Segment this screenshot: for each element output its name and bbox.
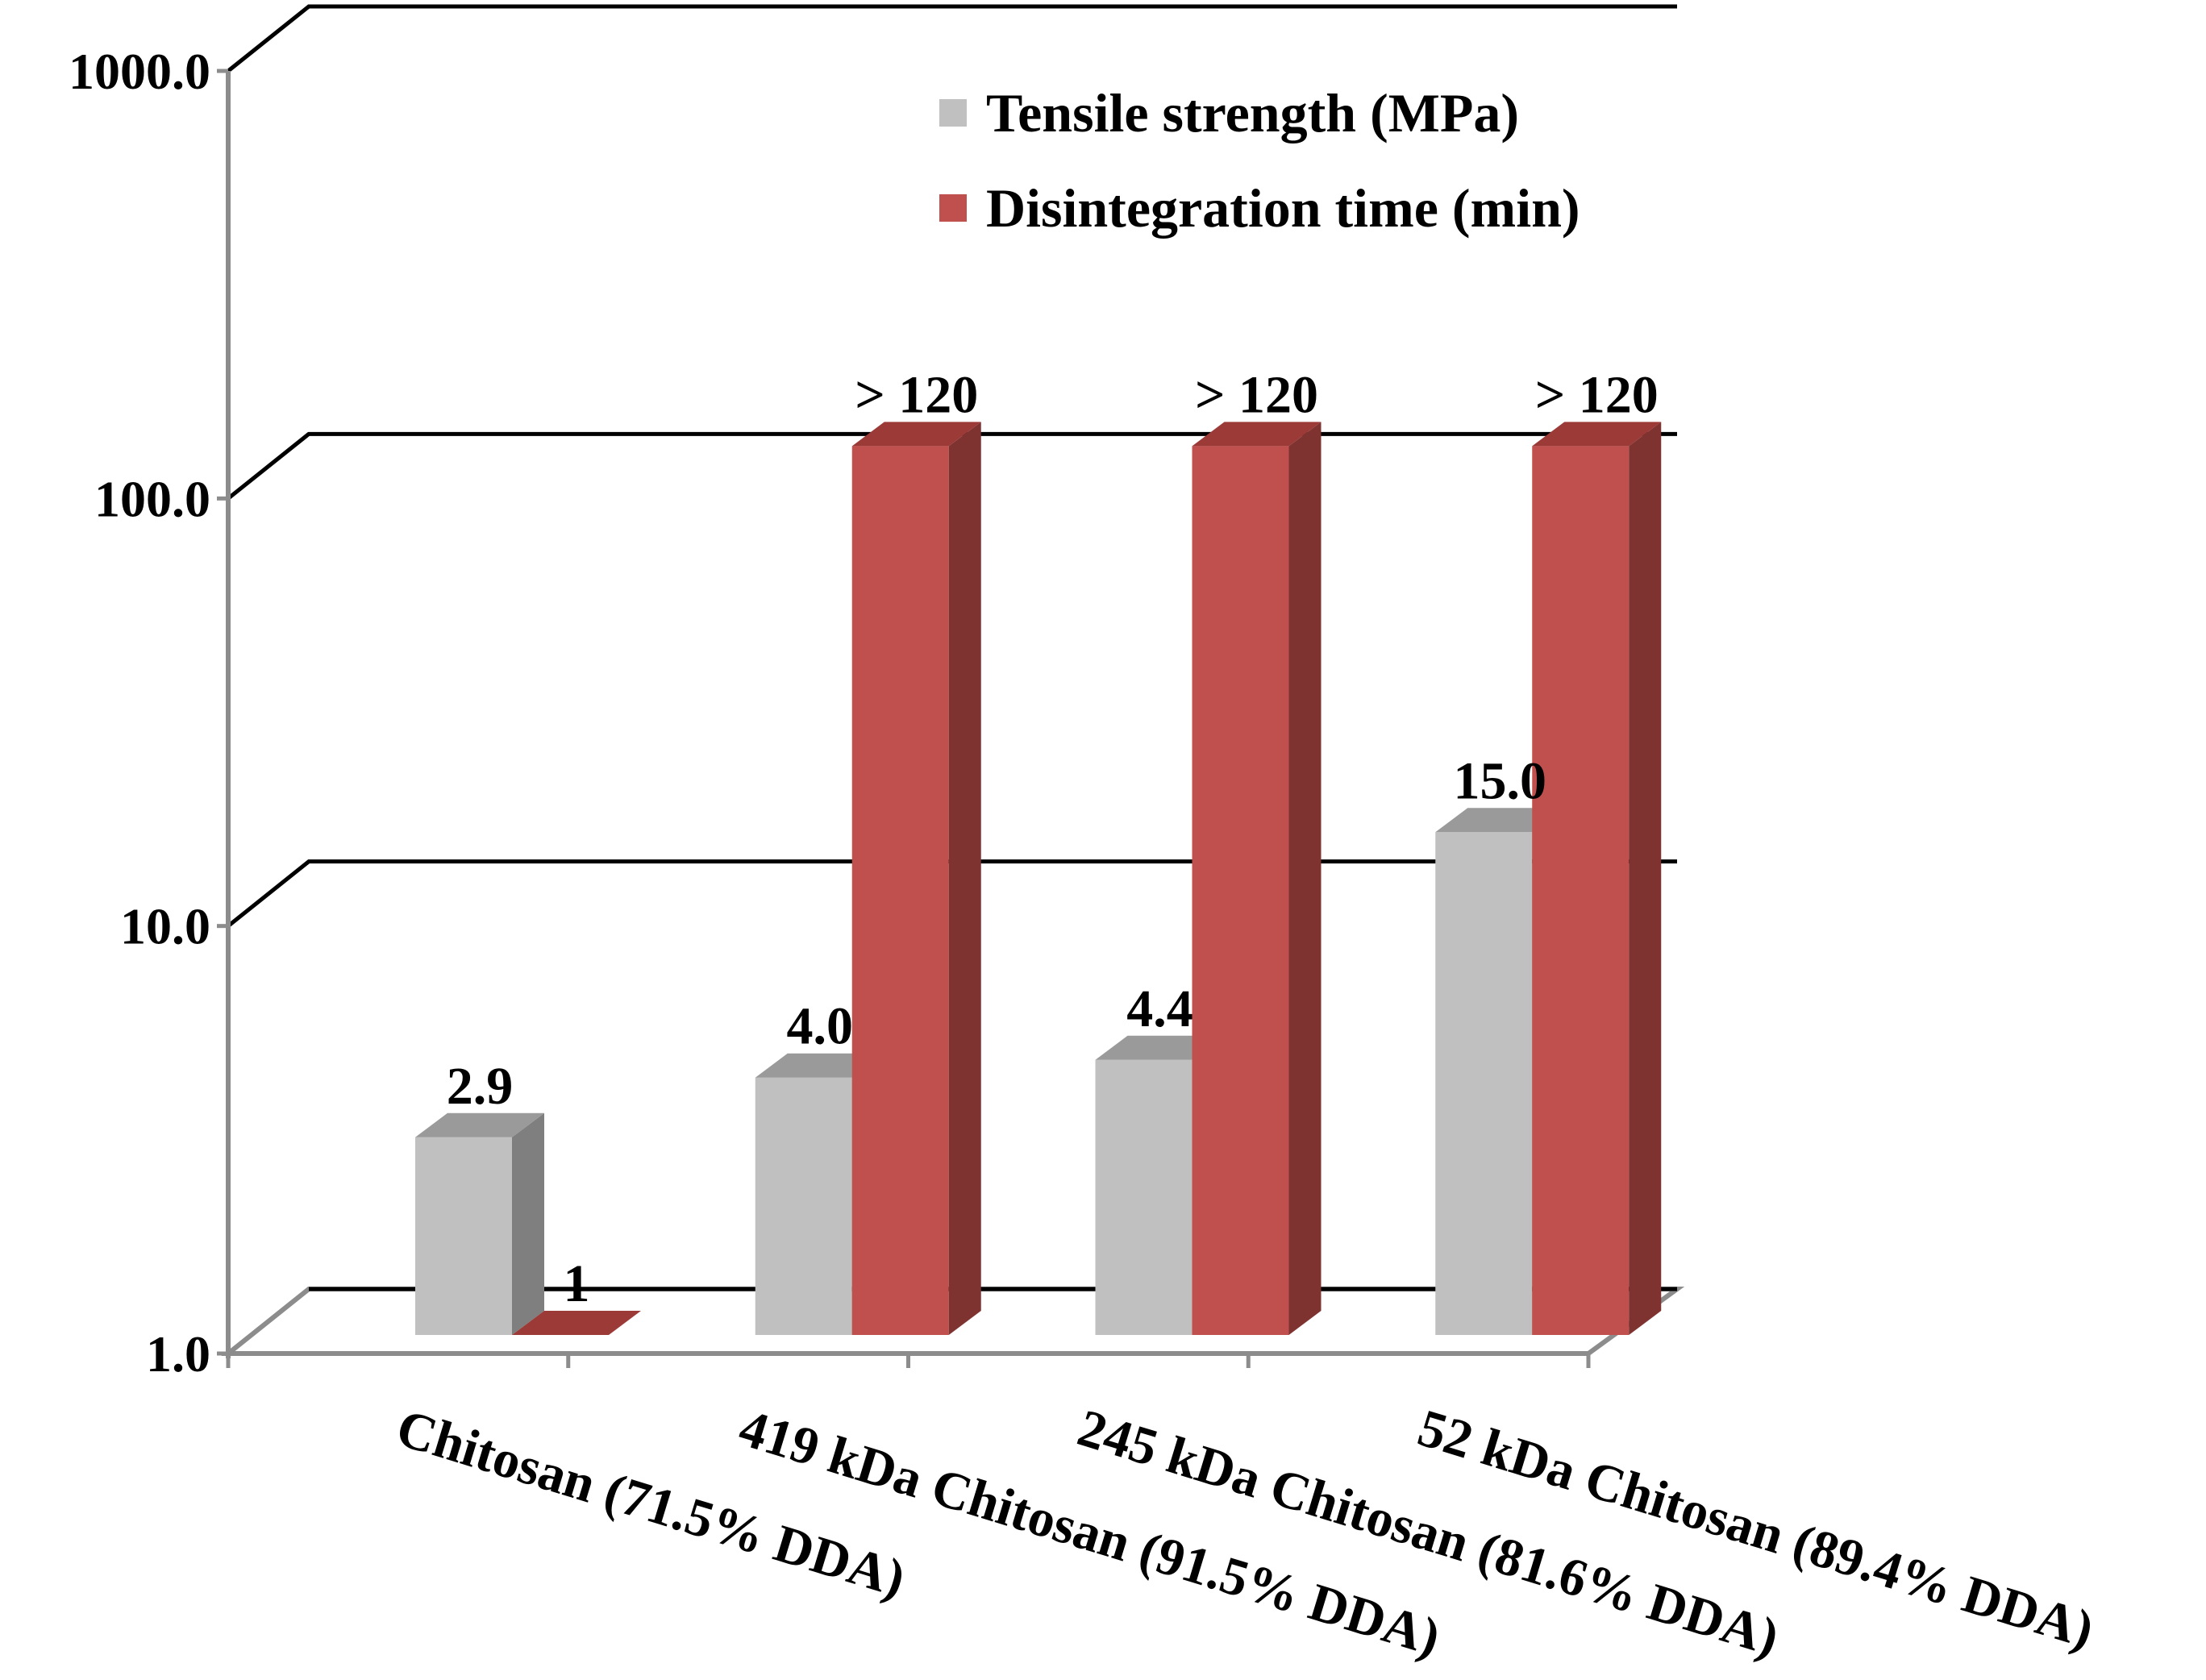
bar	[851, 422, 981, 1336]
bar-front	[1532, 446, 1630, 1336]
bar-side	[1629, 422, 1662, 1336]
bar-front	[1095, 1059, 1192, 1335]
bar-side	[948, 422, 981, 1336]
y-tick-label: 100.0	[94, 470, 210, 527]
bar-side	[512, 1112, 544, 1335]
data-labels: 2.9 4.0 4.4 15.0 1 > 120 > 120 > 120	[447, 365, 1659, 1313]
bar-front	[851, 446, 949, 1336]
y-tick-label: 10.0	[120, 898, 210, 955]
data-label: > 120	[1195, 365, 1318, 424]
legend-label: Tensile strength (MPa)	[986, 82, 1519, 143]
bar-side	[1288, 422, 1322, 1336]
bar-top	[851, 422, 981, 447]
bar-front	[1435, 832, 1533, 1335]
data-label: 1	[564, 1254, 590, 1313]
bar	[512, 1311, 641, 1335]
gridline	[227, 4, 1677, 73]
data-label: 15.0	[1454, 751, 1547, 810]
y-tick-label: 1.0	[146, 1325, 210, 1383]
data-label: 2.9	[447, 1057, 514, 1116]
bar-front	[755, 1077, 852, 1335]
legend-label: Disintegration time (min)	[986, 177, 1580, 239]
data-label: 4.4	[1126, 979, 1193, 1038]
bar-front	[415, 1137, 512, 1335]
legend: Tensile strength (MPa) Disintegration tim…	[939, 82, 1580, 239]
data-label: 4.0	[787, 997, 854, 1056]
legend-swatch	[939, 99, 967, 127]
bar	[1192, 422, 1322, 1336]
bars	[415, 422, 1662, 1336]
y-tick-label: 1000.0	[69, 43, 210, 100]
bar	[1532, 422, 1662, 1336]
data-label: > 120	[1535, 365, 1659, 424]
bar-top	[1192, 422, 1322, 447]
data-label: > 120	[855, 365, 978, 424]
bar-top	[512, 1311, 641, 1335]
bar-front	[1192, 446, 1289, 1336]
bar	[415, 1112, 544, 1335]
legend-swatch	[939, 194, 967, 222]
bar-top	[1532, 422, 1662, 447]
bar-top	[415, 1112, 544, 1137]
